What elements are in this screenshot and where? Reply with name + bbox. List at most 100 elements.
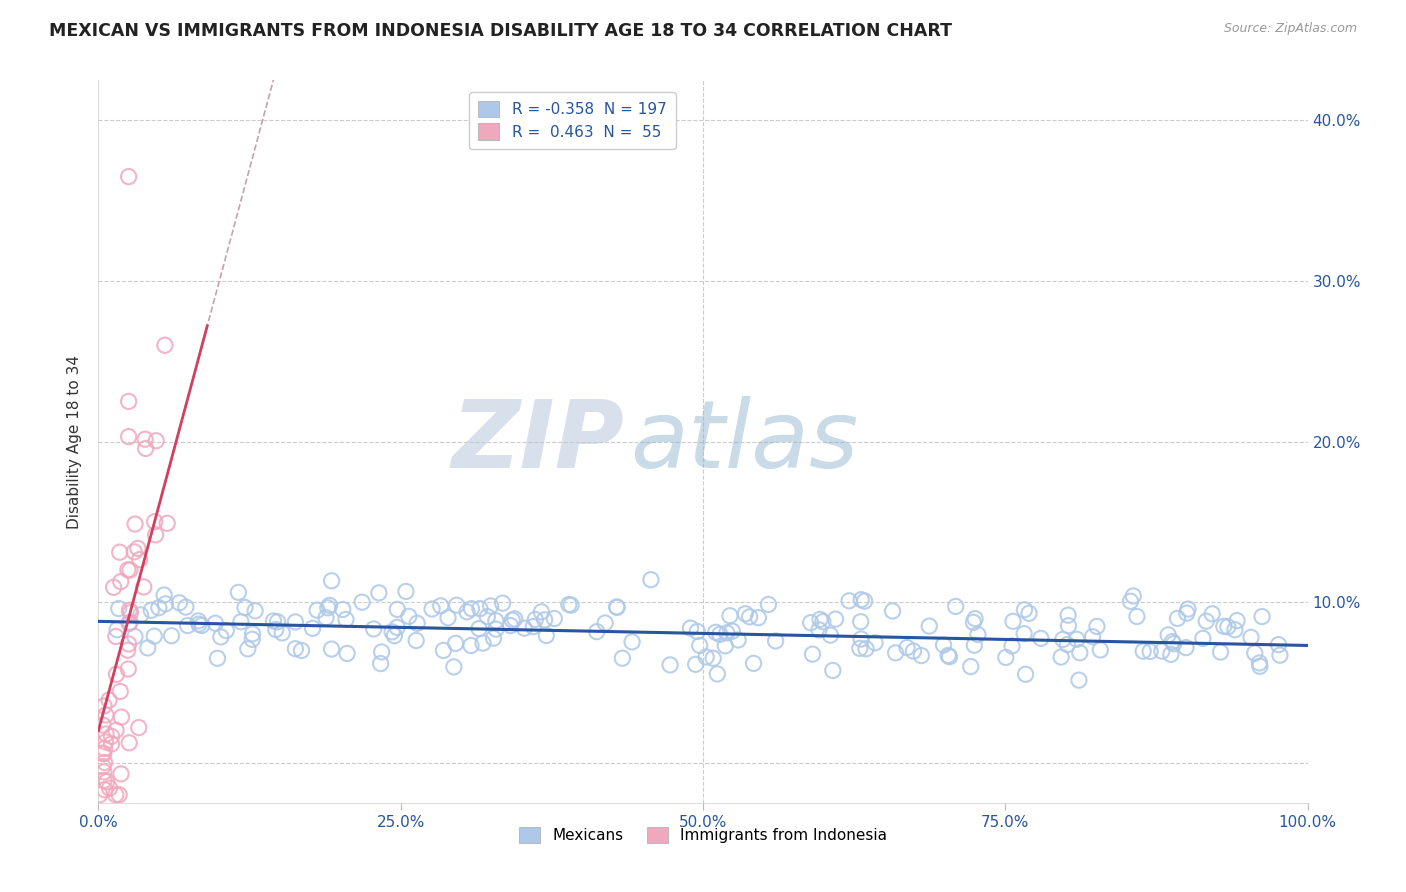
Point <box>800 615 823 630</box>
Point <box>127 541 149 556</box>
Point <box>543 611 565 625</box>
Point <box>679 621 702 635</box>
Point <box>714 639 737 653</box>
Point <box>437 610 460 624</box>
Point <box>1177 602 1199 616</box>
Point <box>1001 639 1024 653</box>
Point <box>229 615 252 629</box>
Point <box>1014 667 1036 681</box>
Point <box>124 517 146 532</box>
Point <box>896 640 918 655</box>
Point <box>124 630 146 644</box>
Point <box>1090 643 1112 657</box>
Point <box>91 718 114 732</box>
Point <box>1014 603 1036 617</box>
Point <box>1056 638 1078 652</box>
Point <box>734 607 756 621</box>
Point <box>1132 644 1154 658</box>
Point <box>903 644 925 658</box>
Point <box>1085 619 1108 633</box>
Point <box>242 627 264 641</box>
Point <box>94 735 117 749</box>
Point <box>1243 646 1265 660</box>
Point <box>187 617 209 632</box>
Point <box>1223 623 1246 637</box>
Point <box>420 602 443 616</box>
Point <box>120 606 142 620</box>
Point <box>882 604 904 618</box>
Point <box>1057 608 1080 623</box>
Point <box>838 594 860 608</box>
Point <box>429 599 451 613</box>
Point <box>721 624 744 639</box>
Point <box>93 698 115 713</box>
Point <box>606 600 628 615</box>
Point <box>1122 589 1144 603</box>
Point <box>271 626 294 640</box>
Point <box>456 605 478 619</box>
Point <box>1018 607 1040 621</box>
Point <box>264 623 287 637</box>
Point <box>918 619 941 633</box>
Point <box>689 639 711 653</box>
Point <box>1139 644 1161 658</box>
Point <box>513 621 536 635</box>
Point <box>93 741 115 756</box>
Point <box>110 767 132 781</box>
Point <box>406 616 429 631</box>
Point <box>352 595 374 609</box>
Point <box>190 618 212 632</box>
Point <box>153 338 176 352</box>
Point <box>93 747 115 761</box>
Point <box>135 442 157 456</box>
Point <box>108 788 131 802</box>
Point <box>117 662 139 676</box>
Point <box>524 612 547 626</box>
Point <box>1201 607 1223 621</box>
Point <box>405 633 427 648</box>
Point <box>1081 630 1104 644</box>
Point <box>1251 609 1274 624</box>
Point <box>1150 644 1173 658</box>
Point <box>501 613 523 627</box>
Point <box>938 649 960 664</box>
Point <box>98 781 121 796</box>
Point <box>367 586 389 600</box>
Point <box>207 651 229 665</box>
Point <box>370 645 392 659</box>
Point <box>132 580 155 594</box>
Point <box>482 631 505 645</box>
Point <box>727 632 749 647</box>
Point <box>187 614 209 628</box>
Point <box>811 615 834 629</box>
Point <box>1157 628 1180 642</box>
Point <box>103 580 125 594</box>
Point <box>479 599 502 613</box>
Point <box>93 773 115 788</box>
Point <box>1268 648 1291 663</box>
Point <box>560 598 582 612</box>
Point <box>209 630 232 644</box>
Point <box>315 611 337 625</box>
Text: MEXICAN VS IMMIGRANTS FROM INDONESIA DISABILITY AGE 18 TO 34 CORRELATION CHART: MEXICAN VS IMMIGRANTS FROM INDONESIA DIS… <box>49 22 952 40</box>
Point <box>558 598 581 612</box>
Point <box>1069 646 1091 660</box>
Point <box>808 612 831 626</box>
Text: atlas: atlas <box>630 396 859 487</box>
Point <box>104 723 127 738</box>
Point <box>148 600 170 615</box>
Point <box>156 516 179 531</box>
Point <box>307 603 329 617</box>
Point <box>530 605 553 619</box>
Point <box>118 616 141 631</box>
Point <box>228 585 250 599</box>
Point <box>851 592 873 607</box>
Point <box>1212 619 1234 633</box>
Point <box>105 623 128 637</box>
Point <box>932 638 955 652</box>
Point <box>1001 615 1024 629</box>
Point <box>585 624 607 639</box>
Point <box>1267 638 1289 652</box>
Point <box>472 636 495 650</box>
Point <box>100 729 122 743</box>
